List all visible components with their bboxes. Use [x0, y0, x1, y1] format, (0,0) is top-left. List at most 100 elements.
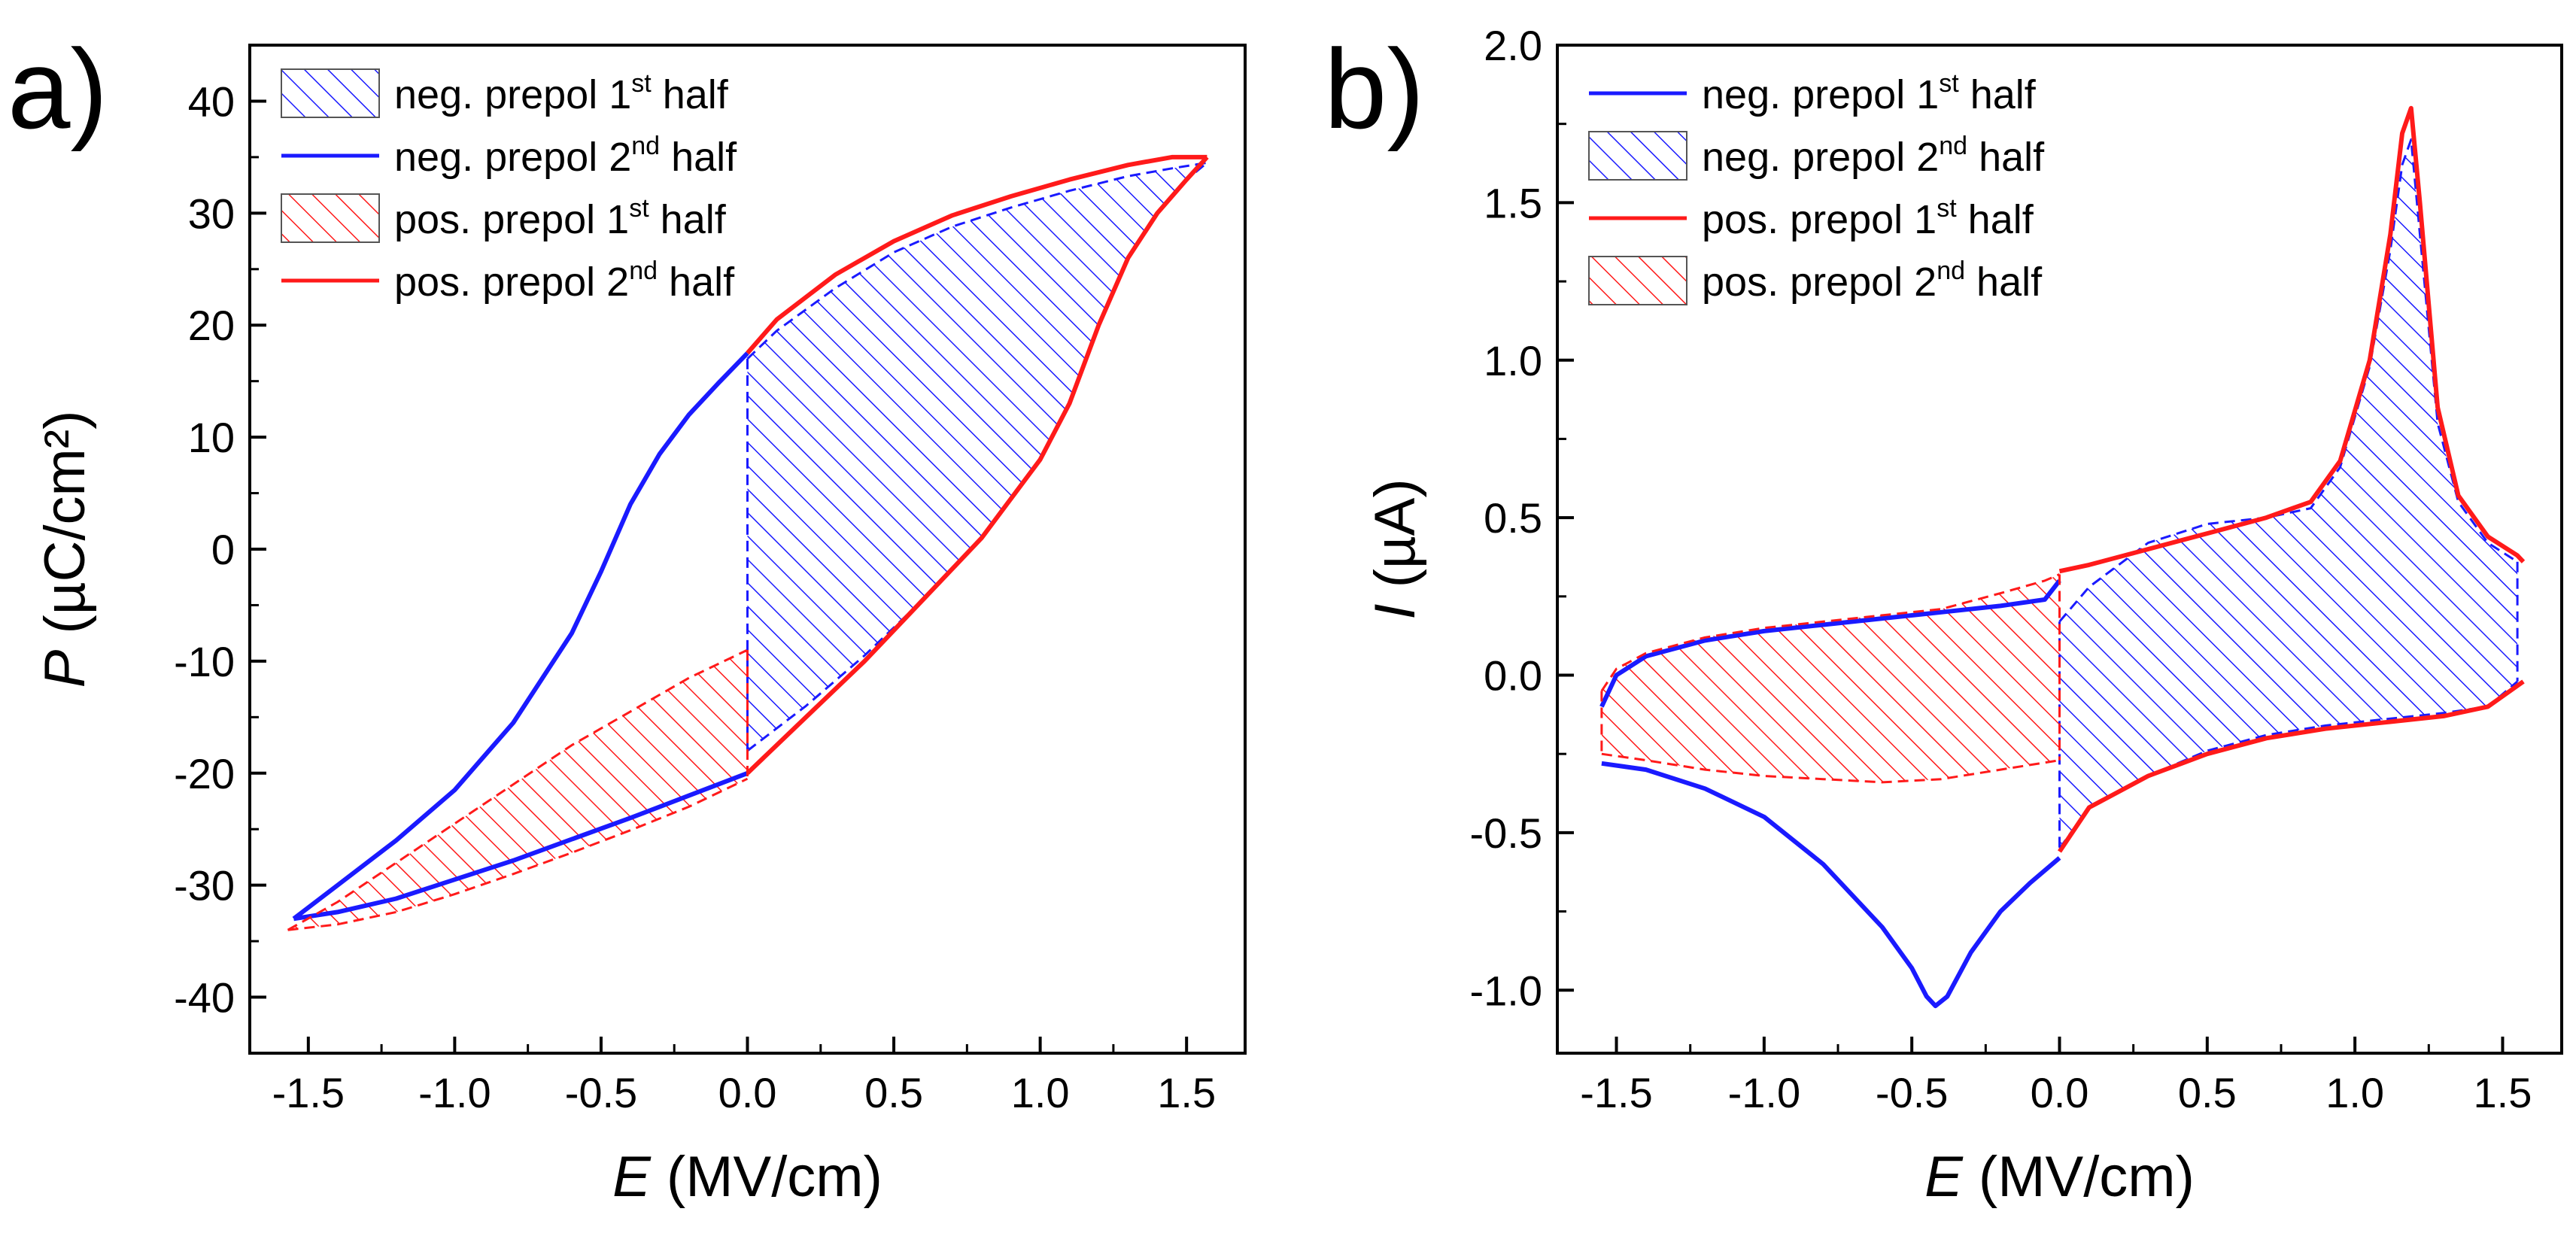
x-tick-label: 0.5: [2178, 1069, 2237, 1116]
legend-label-text: pos. prepol 2: [1702, 260, 1937, 305]
y-axis-label: P (µC/cm²): [33, 411, 97, 688]
legend-label: pos. prepol 2nd half: [394, 257, 735, 305]
y-tick-label: 1.5: [1484, 179, 1542, 226]
x-tick-label: -1.0: [1728, 1069, 1801, 1116]
legend-label-suffix: half: [1959, 72, 2037, 117]
y-tick-label: -0.5: [1470, 809, 1543, 857]
y-tick-label: 20: [188, 302, 235, 349]
x-axis-variable: E: [612, 1145, 652, 1209]
y-axis-unit: (µC/cm²): [33, 411, 97, 650]
legend-hatch-swatch: [281, 193, 380, 243]
chart-panel-a: -1.5 -1.0 -0.5 0.0 0.5 1.0 1.5 -40 -30 -20 -10 0 10 2…: [8, 26, 1247, 1209]
hatched-area-blue: [747, 162, 1208, 752]
y-tick-label: -40: [174, 974, 235, 1022]
legend-label-text: neg. prepol 1: [1702, 72, 1939, 117]
y-tick-label: 1.0: [1484, 337, 1542, 384]
y-tick-label: 0: [211, 526, 235, 573]
hatched-area-blue: [2059, 139, 2518, 849]
x-tick-label: 0.0: [718, 1069, 777, 1116]
x-tick-label: -1.5: [1580, 1069, 1653, 1116]
legend-label-superscript: nd: [629, 257, 658, 285]
legend-label: pos. prepol 1st half: [394, 194, 727, 242]
series-line-2: [292, 351, 749, 921]
legend-label-text: pos. prepol 1: [394, 197, 629, 242]
legend-label-suffix: half: [660, 135, 737, 180]
x-tick-label: 1.0: [1011, 1069, 1070, 1116]
hatched-area-red: [287, 650, 748, 931]
y-tick-label: -30: [174, 862, 235, 909]
series-line-7: [2058, 679, 2525, 853]
series-line-6: [746, 155, 1209, 775]
series-line-0: [746, 161, 1208, 360]
series-line-5: [1601, 752, 2060, 784]
legend-label-superscript: st: [1937, 194, 1957, 223]
x-tick-label: -1.5: [272, 1069, 345, 1116]
y-tick-label: 0.0: [1484, 652, 1542, 700]
x-tick-label: -1.0: [418, 1069, 491, 1116]
series-line-7: [746, 154, 1208, 355]
legend-label-superscript: st: [631, 69, 652, 98]
y-axis-unit: (µA): [1363, 478, 1427, 603]
panel-label: b): [1324, 26, 1424, 152]
y-tick-label: 0.5: [1484, 494, 1542, 542]
legend-label: neg. prepol 2nd half: [1702, 132, 2045, 180]
legend-label-text: pos. prepol 2: [394, 260, 629, 305]
legend-label-suffix: half: [652, 72, 729, 117]
x-axis-unit: (MV/cm): [651, 1145, 882, 1209]
legend-label-suffix: half: [1967, 135, 2045, 180]
legend-label-superscript: st: [629, 194, 649, 223]
y-axis-variable: I: [1363, 604, 1427, 620]
x-tick-label: -0.5: [565, 1069, 638, 1116]
series-line-4: [287, 648, 749, 931]
legend-hatch-swatch: [281, 68, 380, 118]
x-tick-label: 1.0: [2325, 1069, 2384, 1116]
legend-label-superscript: nd: [631, 132, 660, 160]
x-tick-label: 1.5: [1157, 1069, 1216, 1116]
legend-label-suffix: half: [658, 260, 735, 305]
legend-label-text: neg. prepol 2: [394, 135, 631, 180]
legend-label-text: neg. prepol 1: [394, 72, 631, 117]
x-tick-label: 0.0: [2031, 1069, 2089, 1116]
legend-label-text: pos. prepol 1: [1702, 197, 1937, 242]
x-axis-unit: (MV/cm): [1963, 1145, 2195, 1209]
y-axis-label: I (µA): [1363, 478, 1427, 619]
legend-label: pos. prepol 2nd half: [1702, 257, 2043, 305]
x-axis-variable: E: [1924, 1145, 1964, 1209]
legend-hatch-swatch: [1588, 131, 1687, 181]
legend-label-superscript: st: [1939, 69, 1959, 98]
legend-label-suffix: half: [1957, 197, 2034, 242]
hatched-area-red: [1601, 574, 2060, 782]
legend-label-text: neg. prepol 2: [1702, 135, 1939, 180]
legend-label: neg. prepol 2nd half: [394, 132, 737, 180]
panel-label: a): [8, 26, 108, 152]
y-tick-label: -10: [174, 638, 235, 685]
y-tick-label: 10: [188, 414, 235, 461]
chart-panel-b: -1.5 -1.0 -0.5 0.0 0.5 1.0 1.5 -1.0 -0.5 0.0 0.5 1.…: [1324, 22, 2563, 1209]
y-axis-variable: P: [33, 649, 97, 688]
series-line-3: [1599, 579, 2061, 708]
series-line-3: [293, 770, 749, 922]
y-tick-label: 30: [188, 190, 235, 237]
legend-label-suffix: half: [1965, 260, 2043, 305]
legend-label-superscript: nd: [1937, 257, 1965, 285]
y-tick-label: 2.0: [1484, 22, 1542, 69]
legend-label: neg. prepol 1st half: [1702, 69, 2037, 117]
y-tick-label: -20: [174, 750, 235, 797]
y-tick-label: -1.0: [1470, 967, 1543, 1014]
x-axis-label: E (MV/cm): [612, 1145, 882, 1209]
series-line-5: [287, 777, 749, 931]
x-tick-label: 0.5: [864, 1069, 923, 1116]
y-tick-label: 40: [188, 77, 235, 125]
series-line-6: [2058, 105, 2526, 574]
legend-label: neg. prepol 1st half: [394, 69, 729, 117]
series-line-4: [1600, 573, 2061, 692]
x-tick-label: 1.5: [2474, 1069, 2532, 1116]
legend-label: pos. prepol 1st half: [1702, 194, 2034, 242]
legend-label-suffix: half: [649, 197, 727, 242]
legend-hatch-swatch: [1588, 256, 1687, 305]
x-tick-label: -0.5: [1876, 1069, 1949, 1116]
legend-label-superscript: nd: [1939, 132, 1967, 160]
